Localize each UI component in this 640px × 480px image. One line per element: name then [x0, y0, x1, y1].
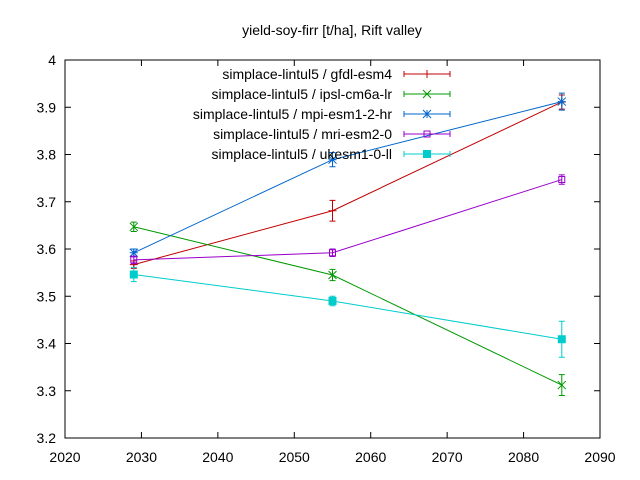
x-tick-label: 2040 [202, 449, 233, 465]
legend-label: simplace-lintul5 / mpi-esm1-2-hr [193, 106, 393, 122]
chart-title: yield-soy-firr [t/ha], Rift valley [242, 22, 422, 38]
data-point [129, 248, 139, 258]
data-point [558, 176, 566, 184]
x-tick-label: 2030 [126, 449, 157, 465]
legend-errorbar-caps [403, 91, 451, 97]
series-line [133, 179, 562, 261]
y-tick-label: 4 [48, 52, 56, 68]
data-point [557, 380, 567, 390]
y-tick-label: 3.9 [37, 99, 57, 115]
data-point [328, 270, 337, 280]
axes: 2020 2030 2040 2050 2060 2070 2080 2090 3.2 3.3 3.… [37, 52, 616, 465]
data-point [557, 97, 567, 106]
x-tick-label: 2090 [584, 449, 615, 465]
series-layer [129, 92, 567, 396]
series-3 [129, 92, 567, 258]
y-tick-label: 3.4 [37, 336, 57, 352]
legend-marker [422, 109, 432, 119]
series-line [133, 226, 563, 386]
series-2 [129, 221, 567, 396]
legend-label: simplace-lintul5 / ipsl-cm6a-lr [212, 86, 393, 102]
y-tick-label: 3.7 [37, 194, 57, 210]
data-point [328, 206, 337, 215]
legend-errorbar-caps [403, 151, 451, 157]
data-point [328, 155, 337, 165]
data-point [328, 296, 337, 305]
legend-marker [423, 130, 431, 138]
series-4 [130, 174, 566, 265]
y-tick-label: 3.5 [37, 288, 57, 304]
legend-marker [422, 89, 432, 99]
legend: simplace-lintul5 / gfdl-esm4 simplace-lin… [193, 66, 451, 162]
x-tick-label: 2060 [355, 449, 386, 465]
series-line [133, 274, 562, 340]
data-point [557, 335, 566, 344]
y-tick-label: 3.3 [37, 383, 57, 399]
legend-errorbar-caps [403, 131, 451, 137]
legend-marker [423, 70, 431, 78]
series-line [133, 101, 562, 254]
series-5 [129, 266, 566, 358]
x-tick-label: 2070 [432, 449, 463, 465]
data-point [130, 256, 138, 264]
legend-errorbar-caps [403, 111, 451, 117]
legend-label: simplace-lintul5 / ukesm1-0-ll [211, 146, 392, 162]
legend-errorbar-caps [403, 71, 451, 77]
x-tick-label: 2050 [279, 449, 310, 465]
data-point [129, 270, 138, 279]
y-tick-label: 3.6 [37, 241, 57, 257]
y-tick-label: 3.2 [37, 430, 57, 446]
x-tick-label: 2080 [508, 449, 539, 465]
legend-label: simplace-lintul5 / gfdl-esm4 [222, 66, 392, 82]
x-tick-label: 2020 [49, 449, 80, 465]
legend-label: simplace-lintul5 / mri-esm2-0 [213, 126, 392, 142]
data-point [129, 222, 139, 232]
data-point [329, 249, 336, 257]
y-tick-label: 3.8 [37, 147, 57, 163]
legend-marker [423, 150, 431, 158]
